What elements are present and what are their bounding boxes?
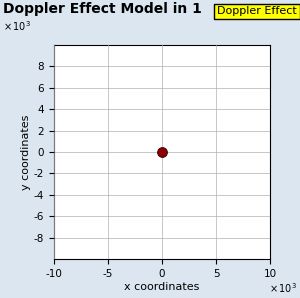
Text: Doppler Effect: Doppler Effect (217, 6, 297, 16)
Text: $\times\,10^3$: $\times\,10^3$ (269, 281, 297, 295)
Y-axis label: y coordinates: y coordinates (21, 114, 31, 190)
Text: Doppler Effect Model in 1: Doppler Effect Model in 1 (3, 2, 202, 16)
X-axis label: x coordinates: x coordinates (124, 282, 200, 292)
Text: $\times\,10^3$: $\times\,10^3$ (3, 19, 31, 33)
